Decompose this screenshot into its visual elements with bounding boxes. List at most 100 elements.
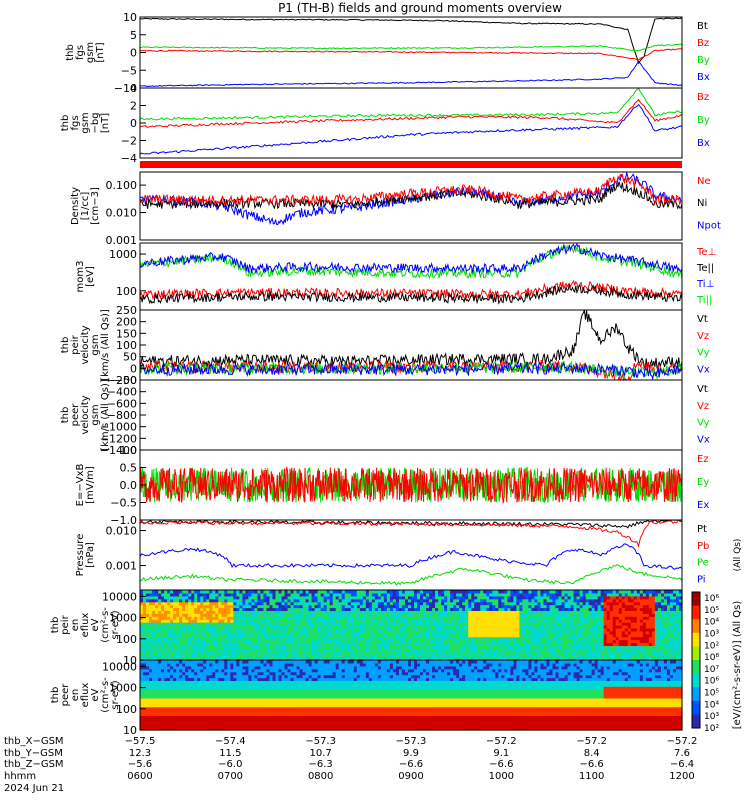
spectrogram-cell <box>477 607 481 612</box>
spectrogram-cell <box>167 610 171 614</box>
spectrogram-cell <box>239 616 243 620</box>
spectrogram-cell <box>347 616 352 620</box>
spectrogram-cell <box>404 592 409 597</box>
spectrogram-cell <box>588 610 593 614</box>
spectrogram-cell <box>188 677 192 682</box>
spectrogram-cell <box>182 683 186 687</box>
spectrogram-cell <box>221 651 225 655</box>
spectrogram-cell <box>429 645 433 649</box>
spectrogram-cell <box>368 651 373 655</box>
spectrogram-cell <box>191 709 195 714</box>
spectrogram-cell <box>152 718 156 722</box>
spectrogram-cell <box>627 633 632 638</box>
spectrogram-cell <box>468 630 472 635</box>
spectrogram-cell <box>140 662 144 667</box>
spectrogram-cell <box>480 639 484 644</box>
spectrogram-cell <box>549 590 554 594</box>
spectrogram-cell <box>227 610 231 614</box>
spectrogram-cell <box>531 651 536 655</box>
y-axis-label: peer <box>70 403 81 427</box>
spectrogram-cell <box>432 613 436 617</box>
spectrogram-cell <box>296 633 301 638</box>
spectrogram-cell <box>155 703 159 708</box>
spectrogram-cell <box>266 636 271 641</box>
spectrogram-cell <box>155 625 159 629</box>
spectrogram-cell <box>573 613 578 617</box>
spectrogram-cell <box>432 616 436 620</box>
spectrogram-cell <box>438 639 442 644</box>
spectrogram-cell <box>522 595 527 600</box>
spectrogram-cell <box>534 654 539 658</box>
spectrogram-cell <box>179 683 183 687</box>
spectrogram-cell <box>203 610 207 614</box>
spectrogram-cell <box>380 642 385 647</box>
spectrogram-cell <box>414 645 418 649</box>
spectrogram-cell <box>450 648 454 652</box>
spectrogram-cell <box>158 727 162 731</box>
spectrogram-cell <box>149 662 153 667</box>
spectrogram-cell <box>197 692 201 696</box>
spectrogram-cell <box>239 610 243 614</box>
spectrogram-cell <box>308 604 313 609</box>
spectrogram-cell <box>227 636 231 641</box>
spectrogram-cell <box>438 625 442 629</box>
spectrogram-cell <box>155 590 159 594</box>
spectrogram-cell <box>365 613 370 617</box>
spectrogram-cell <box>299 636 304 641</box>
spectrogram-cell <box>633 657 638 661</box>
spectrogram-cell <box>474 613 478 617</box>
spectrogram-cell <box>600 607 605 612</box>
spectrogram-cell <box>173 697 177 702</box>
spectrogram-cell <box>146 700 150 705</box>
y-axis-label: Pressure <box>75 534 86 577</box>
spectrogram-cell <box>552 592 557 597</box>
spectrogram-cell <box>678 590 683 594</box>
spectrogram-cell <box>453 633 457 638</box>
spectrogram-cell <box>528 622 533 626</box>
spectrogram-cell <box>618 598 623 603</box>
spectrogram-cell <box>459 619 463 623</box>
spectrogram-cell <box>158 625 162 629</box>
spectrogram-cell <box>356 639 361 644</box>
spectrogram-cell <box>633 592 638 597</box>
spectrogram-cell <box>296 642 301 647</box>
spectrogram-cell <box>585 630 590 635</box>
spectrogram-cell <box>606 651 611 655</box>
spectrogram-cell <box>675 590 680 594</box>
spectrogram-cell <box>666 610 671 614</box>
spectrogram-cell <box>323 616 328 620</box>
spectrogram-cell <box>326 639 331 644</box>
spectrogram-cell <box>636 654 641 658</box>
spectrogram-cell <box>392 627 397 632</box>
spectrogram-cell <box>386 630 391 635</box>
spectrogram-cell <box>353 592 358 597</box>
spectrogram-cell <box>546 639 551 644</box>
spectrogram-cell <box>570 642 575 647</box>
spectrogram-cell <box>215 619 219 623</box>
spectrogram-cell <box>504 642 508 647</box>
spectrogram-cell <box>651 604 656 609</box>
spectrogram-cell <box>444 627 448 632</box>
spectrogram-cell <box>254 607 259 612</box>
spectrogram-cell <box>182 657 186 661</box>
spectrogram-cell <box>462 636 466 641</box>
spectrogram-cell <box>176 697 180 702</box>
spectrogram-cell <box>377 616 382 620</box>
spectrogram-cell <box>486 651 490 655</box>
spectrogram-cell <box>486 598 490 603</box>
spectrogram-cell <box>230 648 234 652</box>
spectrogram-cell <box>236 627 240 632</box>
spectrogram-cell <box>185 697 189 702</box>
spectrogram-cell <box>669 601 674 606</box>
spectrogram-cell <box>359 613 364 617</box>
spectrogram-cell <box>317 639 322 644</box>
spectrogram-cell <box>194 642 198 647</box>
spectrogram-cell <box>284 601 289 606</box>
spectrogram-cell <box>149 689 153 693</box>
spectrogram-cell <box>197 642 201 647</box>
spectrogram-cell <box>669 639 674 644</box>
spectrogram-cell <box>158 633 162 638</box>
spectrogram-cell <box>537 630 542 635</box>
spectrogram-cell <box>161 668 165 673</box>
spectrogram-cell <box>263 642 268 647</box>
